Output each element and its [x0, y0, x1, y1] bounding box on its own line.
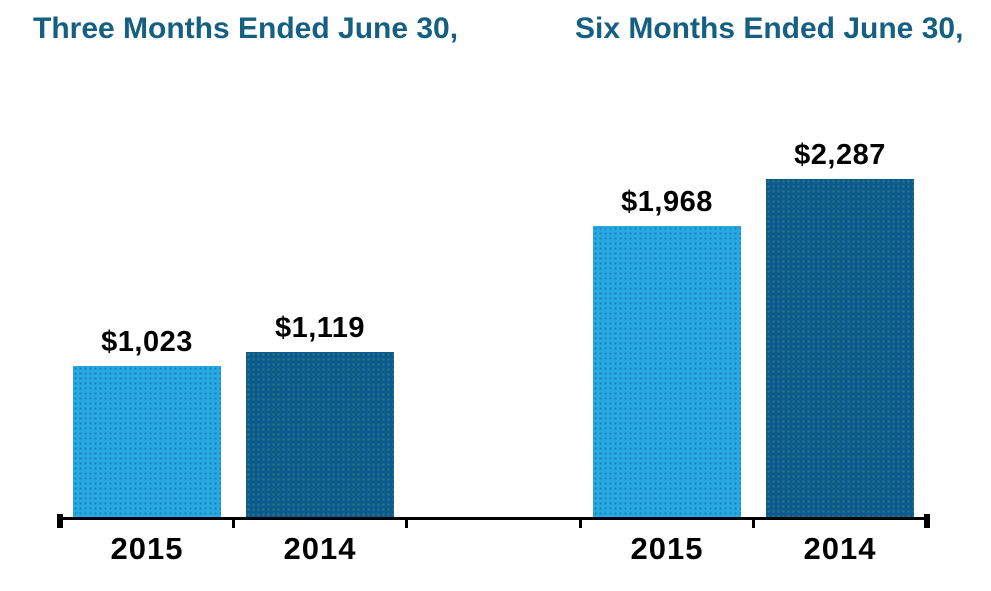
- value-label: $1,023: [101, 326, 193, 358]
- x-tick-label: 2015: [110, 531, 184, 566]
- bar-2015-group2: [593, 226, 741, 517]
- x-axis-tick: [232, 517, 235, 528]
- bar-2015-group1: [73, 366, 221, 517]
- x-axis-tick: [579, 517, 582, 528]
- x-tick-label: 2014: [803, 531, 877, 566]
- bar-2014-group2: [766, 179, 914, 517]
- x-axis-tick: [752, 517, 755, 528]
- bar-2014-group1: [246, 352, 394, 517]
- x-axis-line: [58, 517, 929, 520]
- value-label: $1,119: [274, 312, 366, 344]
- value-label: $2,287: [794, 139, 886, 171]
- left-group-title: Three Months Ended June 30,: [33, 12, 459, 45]
- x-axis-tick: [405, 517, 408, 528]
- x-axis-end-tick: [924, 514, 930, 528]
- x-tick-label: 2014: [283, 531, 357, 566]
- x-tick-label: 2015: [630, 531, 704, 566]
- right-group-title: Six Months Ended June 30,: [575, 12, 964, 45]
- x-axis-end-tick: [57, 514, 63, 528]
- value-label: $1,968: [621, 186, 713, 218]
